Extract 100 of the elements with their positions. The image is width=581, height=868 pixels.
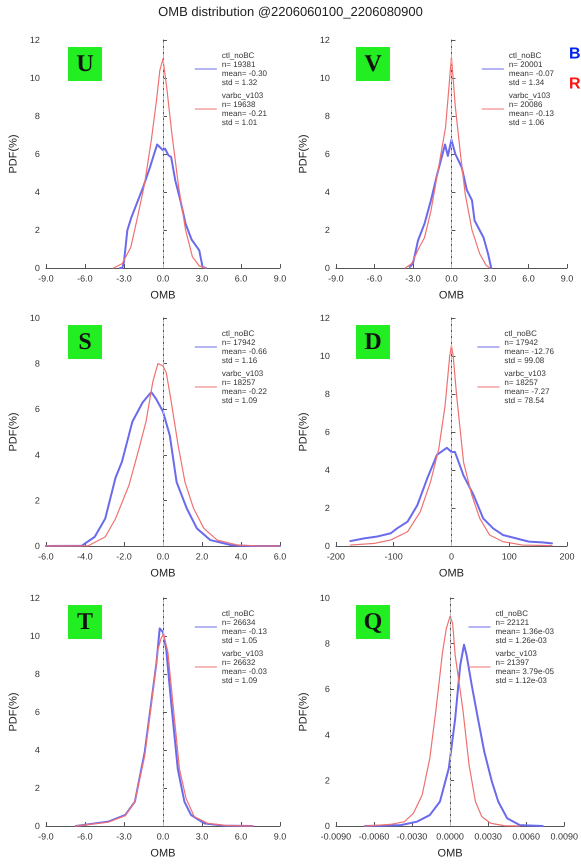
annotation: U bbox=[76, 51, 94, 77]
annotation: Q bbox=[364, 609, 382, 635]
y-axis-title: PDF(%) bbox=[8, 692, 20, 732]
x-tick-label: 0.0000 bbox=[436, 832, 464, 842]
x-tick-label: -3.0 bbox=[116, 274, 132, 284]
y-axis-title: PDF(%) bbox=[8, 134, 20, 174]
legend-label: ctl_noBC n= 20001 mean= -0.07 std = 1.34 bbox=[508, 51, 555, 87]
y-tick-label: 8 bbox=[324, 638, 330, 649]
annotation: S bbox=[78, 329, 92, 355]
y-tick-label: 8 bbox=[324, 111, 330, 121]
x-tick-label: 3.0 bbox=[196, 274, 208, 284]
y-tick-label: 8 bbox=[34, 669, 40, 679]
legend-label: varbc_v103 n= 18257 mean= -0.22 std = 1.09 bbox=[222, 369, 268, 405]
x-tick-label: -4.0 bbox=[77, 552, 93, 562]
annotation: D bbox=[364, 329, 382, 355]
x-tick-label: 0.0090 bbox=[550, 832, 578, 842]
y-tick-label: 12 bbox=[30, 35, 40, 45]
y-tick-label: 8 bbox=[34, 111, 40, 121]
x-axis-title: OMB bbox=[150, 568, 176, 580]
y-tick-label: 0 bbox=[34, 541, 40, 551]
x-tick-label: 6.0 bbox=[234, 274, 248, 284]
legend-label: ctl_noBC n= 22121 mean= 1.36e-03 std = 1.26e-03 bbox=[496, 609, 555, 645]
y-tick-label: 2 bbox=[324, 775, 330, 786]
y-tick-label: 4 bbox=[324, 730, 330, 740]
y-tick-label: 6 bbox=[324, 149, 330, 159]
x-tick-label: -3.0 bbox=[116, 832, 132, 842]
y-tick-label: 12 bbox=[320, 313, 330, 323]
x-tick-label: 4.0 bbox=[234, 552, 248, 562]
legend-label: varbc_v103 n= 26632 mean= -0.03 std = 1.09 bbox=[222, 649, 268, 685]
legend-label: varbc_v103 n= 21397 mean= 3.79e-05 std = 1.12e-03 bbox=[496, 649, 555, 685]
y-tick-label: 10 bbox=[30, 73, 40, 83]
y-tick-label: 4 bbox=[34, 187, 40, 197]
y-tick-label: 10 bbox=[320, 73, 330, 83]
x-tick-label: 0 bbox=[448, 552, 454, 562]
x-axis-title: OMB bbox=[150, 848, 176, 860]
y-tick-label: 2 bbox=[34, 495, 40, 506]
y-tick-label: 2 bbox=[324, 503, 330, 513]
legend-label: ctl_noBC n= 17942 mean= -0.66 std = 1.16 bbox=[222, 329, 268, 365]
y-tick-label: 0 bbox=[34, 263, 40, 273]
y-tick-label: 6 bbox=[34, 149, 40, 159]
y-tick-label: 0 bbox=[324, 541, 330, 551]
x-axis-title: OMB bbox=[150, 290, 176, 302]
x-tick-label: 2.0 bbox=[196, 552, 208, 562]
y-tick-label: 4 bbox=[324, 465, 330, 475]
x-tick-label: 0.0 bbox=[156, 552, 170, 562]
legend-label: ctl_noBC n= 17942 mean= -12.76 std = 99.08 bbox=[504, 329, 555, 365]
y-tick-label: 10 bbox=[320, 593, 330, 603]
x-axis-title: OMB bbox=[438, 290, 464, 302]
x-axis-title: OMB bbox=[438, 848, 463, 860]
text: B bbox=[569, 46, 581, 62]
line-series bbox=[112, 58, 206, 269]
y-tick-label: 6 bbox=[34, 707, 40, 717]
chart-title: OMB distribution @2206060100_2206080900 bbox=[157, 4, 424, 19]
x-tick-label: 100 bbox=[502, 552, 517, 562]
x-tick-label: 3.0 bbox=[196, 832, 208, 842]
y-tick-label: 8 bbox=[324, 389, 330, 399]
line-series bbox=[404, 56, 491, 269]
y-tick-label: 0 bbox=[324, 263, 330, 273]
line-series bbox=[45, 363, 281, 547]
x-tick-label: -0.0090 bbox=[320, 832, 352, 842]
y-tick-label: 8 bbox=[34, 358, 40, 369]
y-tick-label: 10 bbox=[30, 631, 40, 641]
y-axis-title: PDF(%) bbox=[298, 692, 310, 732]
legend-label: varbc_v103 n= 18257 mean= -7.27 std = 78.54 bbox=[504, 369, 550, 405]
x-tick-label: -0.0030 bbox=[396, 832, 428, 842]
x-tick-label: 0.0 bbox=[445, 274, 458, 284]
line-series bbox=[119, 144, 207, 269]
y-tick-label: 12 bbox=[320, 35, 330, 45]
y-tick-label: 2 bbox=[324, 225, 330, 235]
annotation: T bbox=[76, 609, 94, 635]
y-tick-label: 10 bbox=[320, 351, 330, 361]
x-tick-label: 0.0030 bbox=[474, 832, 502, 842]
y-tick-label: 4 bbox=[324, 187, 330, 197]
text: R bbox=[569, 76, 581, 92]
legend-label: ctl_noBC n= 19381 mean= -0.30 std = 1.32 bbox=[222, 51, 268, 87]
x-tick-label: 9.0 bbox=[274, 832, 286, 842]
x-tick-label: -9.0 bbox=[38, 274, 54, 284]
y-axis-title: PDF(%) bbox=[8, 412, 20, 452]
y-tick-label: 6 bbox=[324, 427, 330, 437]
x-tick-label: 6.0 bbox=[522, 274, 535, 284]
y-axis-title: PDF(%) bbox=[298, 412, 310, 452]
y-tick-label: 4 bbox=[34, 450, 40, 460]
x-tick-label: -2.0 bbox=[116, 552, 132, 562]
y-tick-label: 0 bbox=[34, 821, 40, 831]
x-tick-label: 6.0 bbox=[234, 832, 248, 842]
x-tick-label: -6.0 bbox=[77, 832, 93, 842]
y-tick-label: 10 bbox=[30, 313, 40, 323]
x-tick-label: 9.0 bbox=[274, 274, 286, 284]
y-axis-title: PDF(%) bbox=[298, 134, 310, 174]
y-tick-label: 0 bbox=[324, 821, 330, 831]
y-tick-label: 2 bbox=[34, 225, 40, 235]
x-tick-label: -6.0 bbox=[77, 274, 93, 284]
y-tick-label: 4 bbox=[34, 745, 40, 755]
line-series bbox=[349, 446, 553, 544]
x-tick-label: 0.0 bbox=[156, 832, 170, 842]
x-tick-label: -9.0 bbox=[328, 274, 344, 284]
x-tick-label: -9.0 bbox=[38, 832, 54, 842]
y-tick-label: 6 bbox=[34, 404, 40, 414]
x-tick-label: -3.0 bbox=[405, 274, 421, 284]
legend-label: ctl_noBC n= 26634 mean= -0.13 std = 1.05 bbox=[222, 609, 268, 645]
